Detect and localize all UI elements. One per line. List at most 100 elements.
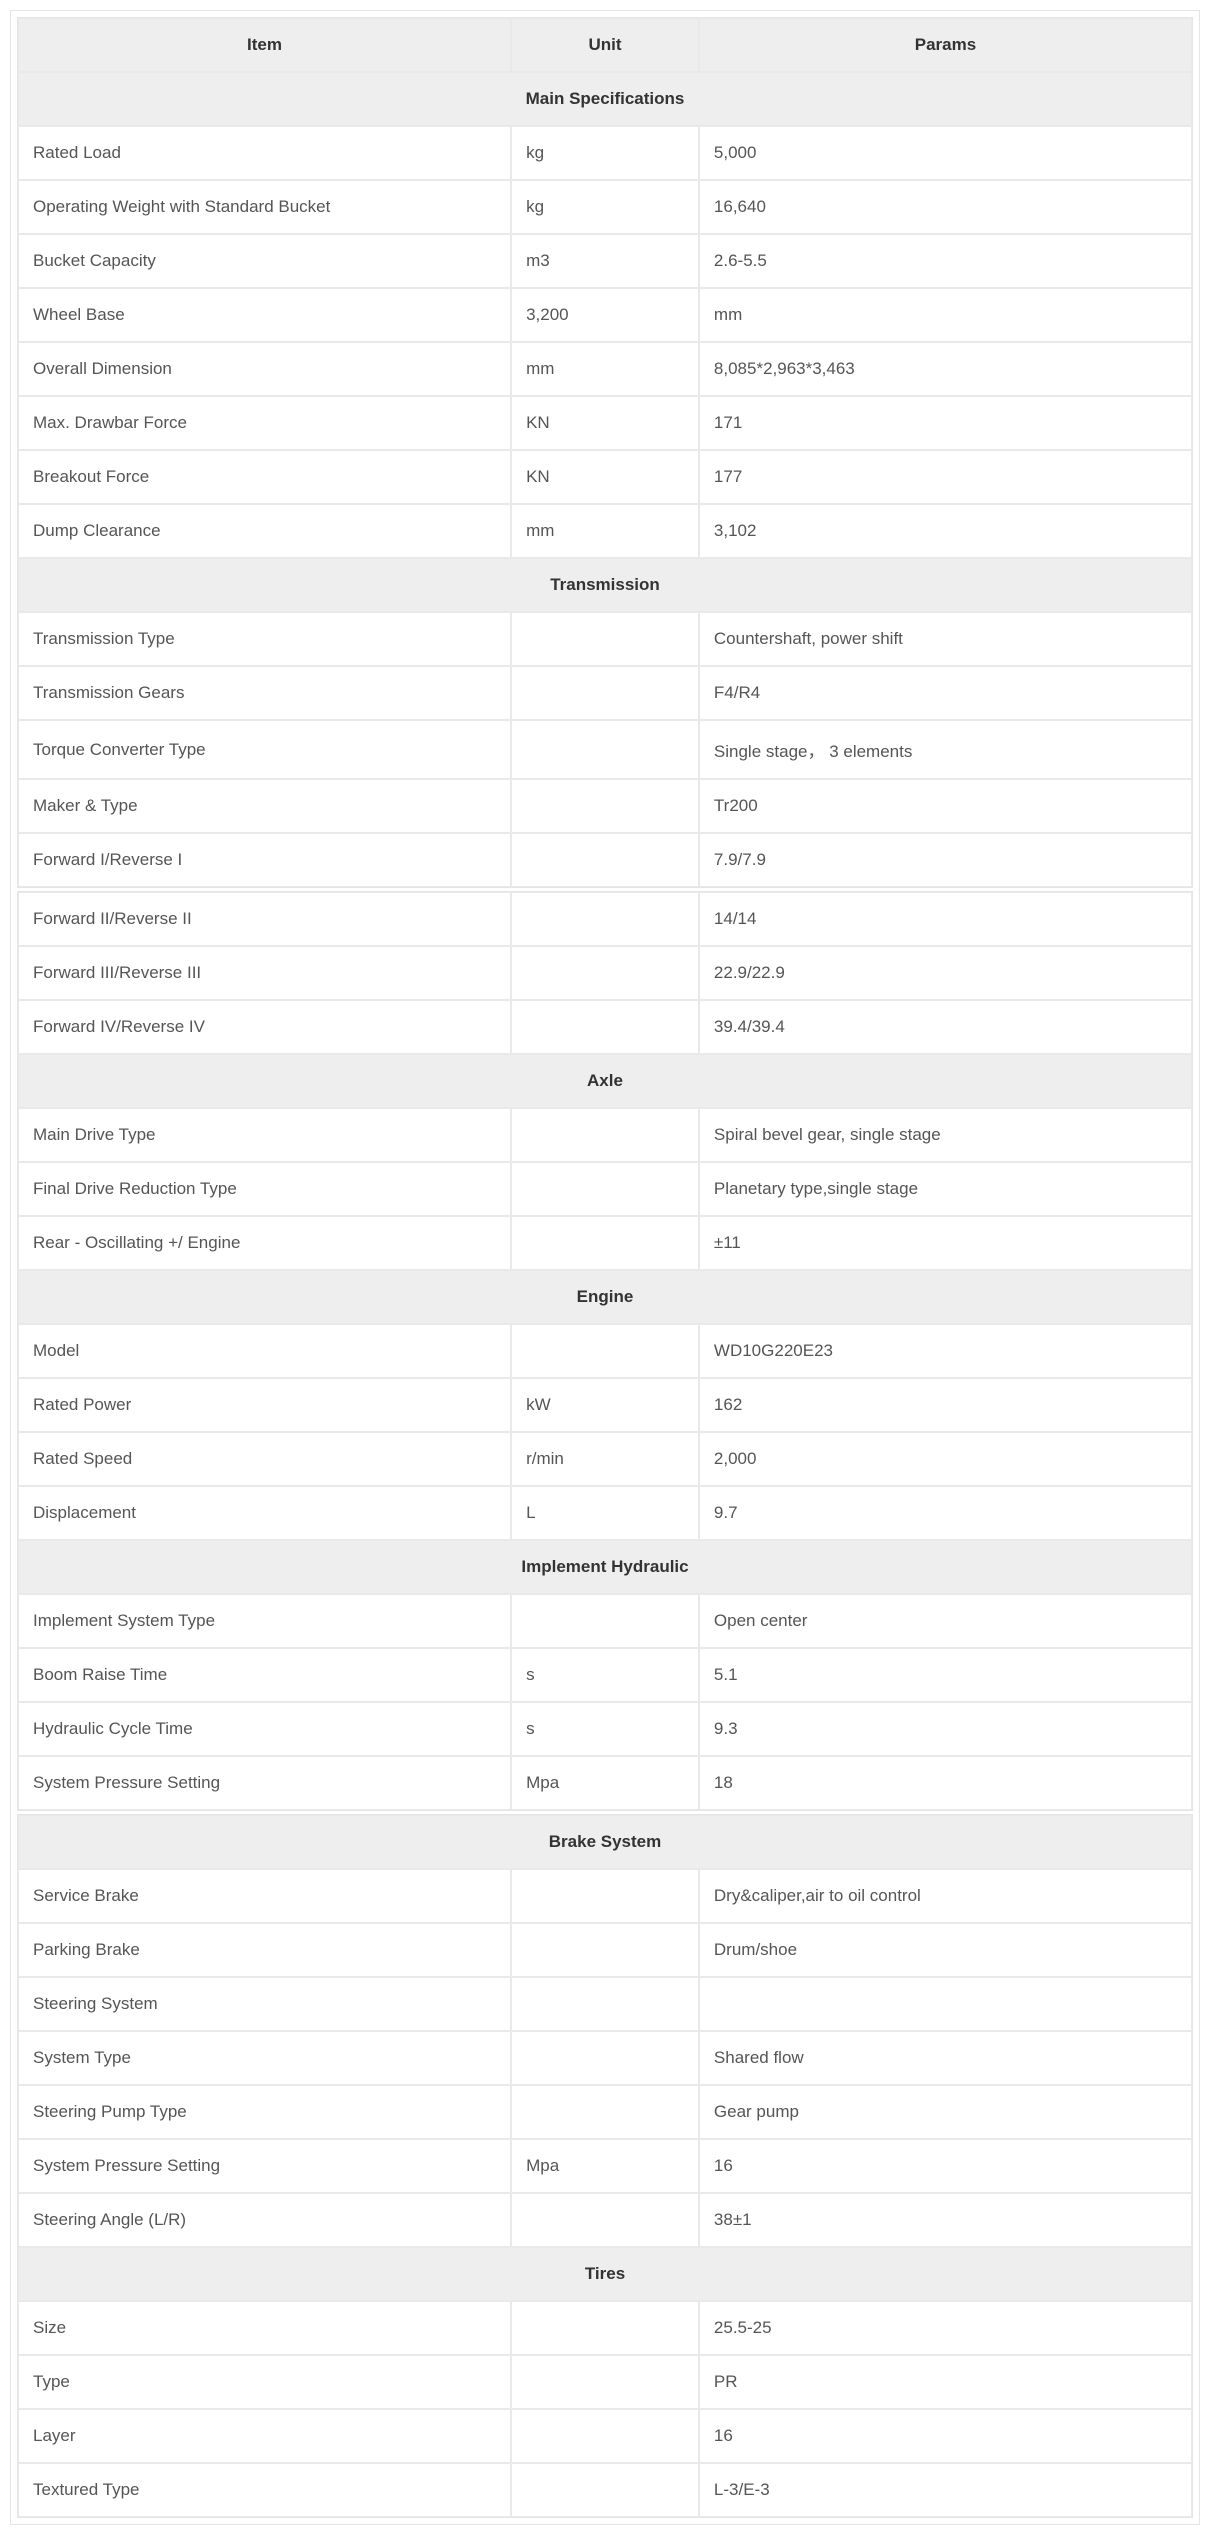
cell-item: Transmission Gears [18,666,511,720]
cell-param: Countershaft, power shift [699,612,1192,666]
header-row: Item Unit Params [18,18,1192,72]
cell-unit [511,1162,699,1216]
cell-param: 7.9/7.9 [699,833,1192,887]
section-label: Brake System [18,1815,1192,1869]
section-header: Brake System [18,1815,1192,1869]
cell-unit [511,1869,699,1923]
cell-unit [511,2301,699,2355]
section-label: Axle [18,1054,1192,1108]
cell-item: Final Drive Reduction Type [18,1162,511,1216]
cell-unit: r/min [511,1432,699,1486]
header-unit: Unit [511,18,699,72]
section-label: Transmission [18,558,1192,612]
cell-unit [511,666,699,720]
cell-param: 162 [699,1378,1192,1432]
cell-param: F4/R4 [699,666,1192,720]
table-row: Rated Speedr/min2,000 [18,1432,1192,1486]
cell-unit [511,1977,699,2031]
section-label: Tires [18,2247,1192,2301]
cell-item: Transmission Type [18,612,511,666]
cell-item: Service Brake [18,1869,511,1923]
cell-item: Wheel Base [18,288,511,342]
table-row: Overall Dimensionmm8,085*2,963*3,463 [18,342,1192,396]
cell-item: Layer [18,2409,511,2463]
cell-unit [511,2193,699,2247]
spec-table-3: Brake SystemService BrakeDry&caliper,air… [17,1814,1193,2518]
header-params: Params [699,18,1192,72]
cell-item: Operating Weight with Standard Bucket [18,180,511,234]
cell-unit [511,1216,699,1270]
cell-item: Rear - Oscillating +/ Engine [18,1216,511,1270]
table-row: System Pressure SettingMpa18 [18,1756,1192,1810]
cell-unit: s [511,1702,699,1756]
cell-param: 39.4/39.4 [699,1000,1192,1054]
table-row: ModelWD10G220E23 [18,1324,1192,1378]
table-row: Rated PowerkW162 [18,1378,1192,1432]
cell-unit [511,892,699,946]
cell-param: Planetary type,single stage [699,1162,1192,1216]
cell-item: Breakout Force [18,450,511,504]
cell-unit [511,612,699,666]
cell-param: 22.9/22.9 [699,946,1192,1000]
cell-unit [511,1000,699,1054]
cell-unit [511,1923,699,1977]
table-row: Operating Weight with Standard Bucketkg1… [18,180,1192,234]
cell-param: mm [699,288,1192,342]
cell-unit: m3 [511,234,699,288]
section-label: Engine [18,1270,1192,1324]
section-header: Engine [18,1270,1192,1324]
table-row: Dump Clearancemm3,102 [18,504,1192,558]
cell-param: Drum/shoe [699,1923,1192,1977]
cell-param: 16 [699,2139,1192,2193]
cell-unit [511,2085,699,2139]
table-row: Transmission Type Countershaft, power shi… [18,612,1192,666]
cell-param: Spiral bevel gear, single stage [699,1108,1192,1162]
cell-param: 25.5-25 [699,2301,1192,2355]
cell-param: Tr200 [699,779,1192,833]
section-header: Tires [18,2247,1192,2301]
table-row: Service BrakeDry&caliper,air to oil cont… [18,1869,1192,1923]
cell-item: Parking Brake [18,1923,511,1977]
section-header: Main Specifications [18,72,1192,126]
cell-item: System Type [18,2031,511,2085]
cell-param: 16,640 [699,180,1192,234]
table-row: Breakout ForceKN177 [18,450,1192,504]
table-row: Parking Brake Drum/shoe [18,1923,1192,1977]
cell-param: 5.1 [699,1648,1192,1702]
cell-unit: KN [511,450,699,504]
cell-param: 2,000 [699,1432,1192,1486]
table-row: Boom Raise Times5.1 [18,1648,1192,1702]
cell-item: Maker & Type [18,779,511,833]
table-row: Torque Converter TypeSingle stage， 3 ele… [18,720,1192,779]
cell-item: Max. Drawbar Force [18,396,511,450]
section-header: Axle [18,1054,1192,1108]
table-row: System Type Shared flow [18,2031,1192,2085]
cell-param: 9.3 [699,1702,1192,1756]
cell-unit: 3,200 [511,288,699,342]
cell-item: Type [18,2355,511,2409]
table-row: Max. Drawbar ForceKN171 [18,396,1192,450]
cell-unit: mm [511,504,699,558]
table-row: Maker & Type Tr200 [18,779,1192,833]
section-header: Implement Hydraulic [18,1540,1192,1594]
header-item: Item [18,18,511,72]
table-row: Transmission Gears F4/R4 [18,666,1192,720]
table-row: Steering System [18,1977,1192,2031]
cell-unit: KN [511,396,699,450]
table-row: Rear - Oscillating +/ Engine±11 [18,1216,1192,1270]
cell-item: Steering Pump Type [18,2085,511,2139]
table-row: TypePR [18,2355,1192,2409]
table-row: Bucket Capacitym32.6-5.5 [18,234,1192,288]
cell-param: Shared flow [699,2031,1192,2085]
table-row: Steering Angle (L/R)38±1 [18,2193,1192,2247]
cell-unit [511,1108,699,1162]
cell-item: Boom Raise Time [18,1648,511,1702]
cell-item: Rated Load [18,126,511,180]
cell-param: Gear pump [699,2085,1192,2139]
cell-item: Rated Speed [18,1432,511,1486]
cell-item: Forward II/Reverse II [18,892,511,946]
section-header: Transmission [18,558,1192,612]
cell-param [699,1977,1192,2031]
cell-param: Open center [699,1594,1192,1648]
cell-unit [511,779,699,833]
